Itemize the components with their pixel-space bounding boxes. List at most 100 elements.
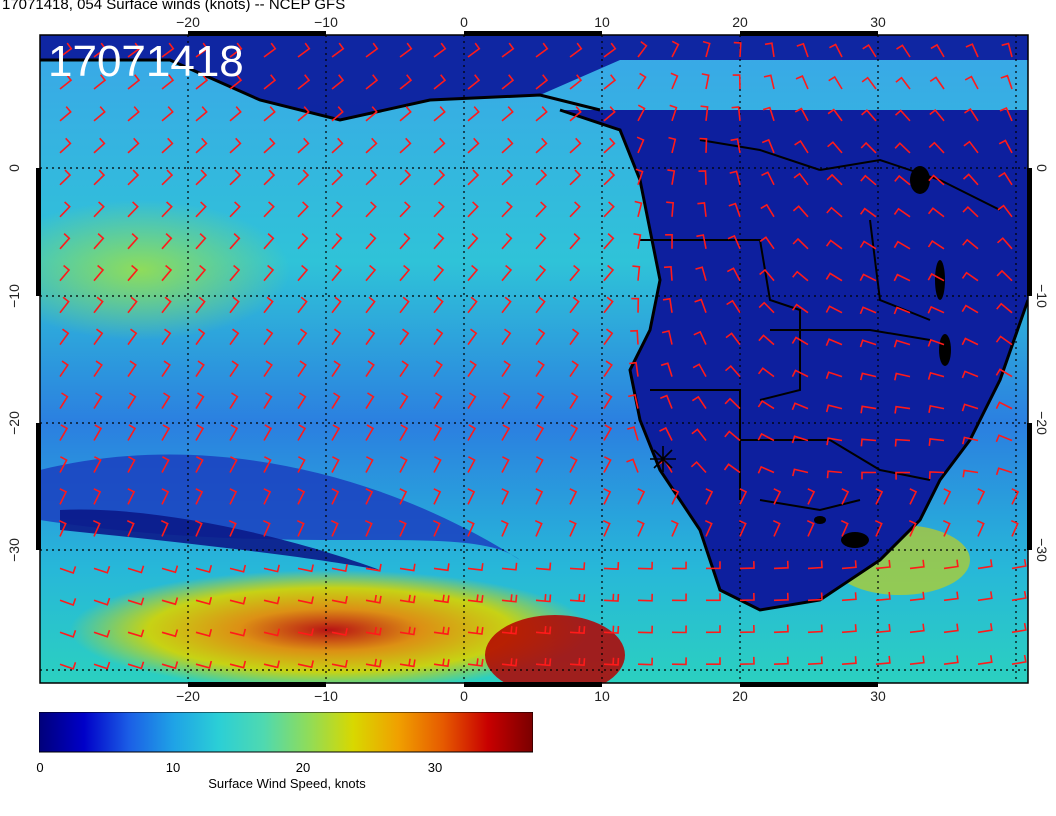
wind-barb (569, 233, 581, 250)
wind-barb (690, 460, 707, 474)
wind-barb (893, 207, 911, 218)
wind-barb (928, 404, 945, 413)
wind-barb (706, 657, 721, 665)
wind-barb (861, 109, 877, 122)
wind-barb (663, 265, 673, 281)
wind-barb (59, 630, 77, 638)
wind-barb (909, 623, 925, 634)
lat-tick-right: −30 (1034, 538, 1050, 562)
wind-barb (297, 106, 310, 122)
wind-barb (263, 42, 277, 58)
wind-barb (229, 488, 238, 505)
wind-barb (331, 424, 341, 441)
wind-barb (943, 488, 952, 505)
wind-barb (860, 174, 877, 186)
wind-barb (59, 169, 72, 186)
wind-barb (93, 233, 105, 250)
wind-barb (757, 399, 775, 410)
wind-barb (297, 488, 306, 505)
wind-barb (668, 136, 677, 154)
wind-barb (825, 404, 843, 413)
wind-barb (433, 456, 442, 473)
wind-barbs (58, 40, 1027, 670)
wind-barb (297, 137, 310, 154)
wind-barb (1001, 42, 1013, 58)
wind-barb (263, 628, 280, 637)
wind-barb (761, 171, 775, 186)
wind-barb (263, 201, 275, 218)
lat-tick-left: −20 (6, 411, 22, 435)
wind-barb (161, 74, 175, 90)
wind-barb (637, 593, 653, 602)
wind-barb (263, 596, 280, 605)
wind-barb (127, 661, 145, 670)
wind-barb (365, 233, 377, 250)
wind-barb (399, 137, 412, 154)
wind-barb (433, 233, 445, 250)
wind-barb (666, 201, 675, 217)
wind-barb (671, 625, 687, 634)
wind-barb (399, 264, 411, 282)
wind-barb (331, 106, 344, 122)
wind-barb (635, 168, 644, 186)
wind-barb (59, 201, 71, 218)
wind-barb (297, 296, 308, 314)
wind-barb (467, 296, 478, 314)
wind-barb (229, 264, 241, 282)
wind-barb (962, 238, 979, 250)
wind-barb (962, 436, 979, 445)
wind-barb (569, 137, 582, 154)
wind-barb (962, 173, 979, 186)
wind-barb (93, 424, 103, 441)
wind-barb (706, 593, 721, 602)
wind-barb (127, 296, 138, 314)
wind-barb (895, 471, 911, 480)
colorbar-label: Surface Wind Speed, knots (208, 776, 366, 791)
wind-barb (759, 236, 775, 250)
wind-barb (826, 173, 843, 186)
wind-barb (433, 264, 445, 282)
wind-barb (59, 74, 73, 90)
wind-barb (569, 392, 579, 410)
wind-barb (603, 488, 612, 505)
lon-tick-bottom: 0 (460, 688, 468, 704)
wind-barb (229, 424, 239, 441)
wind-barb (791, 369, 809, 378)
wind-barb (195, 360, 205, 378)
wind-barb (961, 370, 979, 379)
wind-barb (365, 74, 379, 90)
wind-barb (860, 405, 877, 414)
wind-barb (59, 137, 72, 154)
wind-barb (705, 561, 721, 570)
wind-barb (535, 626, 552, 635)
lon-tick-bottom: 20 (732, 688, 748, 704)
wind-barb (331, 137, 344, 154)
wind-barb (794, 139, 809, 154)
wind-barb (331, 488, 340, 505)
wind-barb (195, 169, 208, 186)
wind-barb (928, 438, 945, 446)
wind-barb (961, 271, 979, 282)
lat-tick-right: −10 (1034, 284, 1050, 308)
wind-barb (161, 392, 171, 410)
wind-barb (825, 239, 843, 250)
wind-barb (908, 519, 917, 537)
wind-barb (127, 424, 137, 441)
wind-barb (59, 360, 69, 378)
western-green-band (40, 200, 290, 340)
wind-barb (229, 169, 242, 186)
wind-barb (569, 360, 579, 378)
wind-barb (501, 74, 515, 90)
wind-barb (535, 657, 552, 667)
colorbar-tick: 30 (427, 760, 443, 775)
wind-barb (161, 456, 170, 473)
wind-barb (195, 74, 209, 90)
wind-barb (535, 42, 549, 58)
wind-barb (806, 519, 815, 537)
wind-barb (263, 233, 275, 250)
wind-barb (728, 202, 741, 218)
wind-barb (365, 658, 382, 668)
wind-barb (262, 519, 271, 537)
graticule (40, 35, 1028, 683)
wind-barb (568, 519, 577, 537)
